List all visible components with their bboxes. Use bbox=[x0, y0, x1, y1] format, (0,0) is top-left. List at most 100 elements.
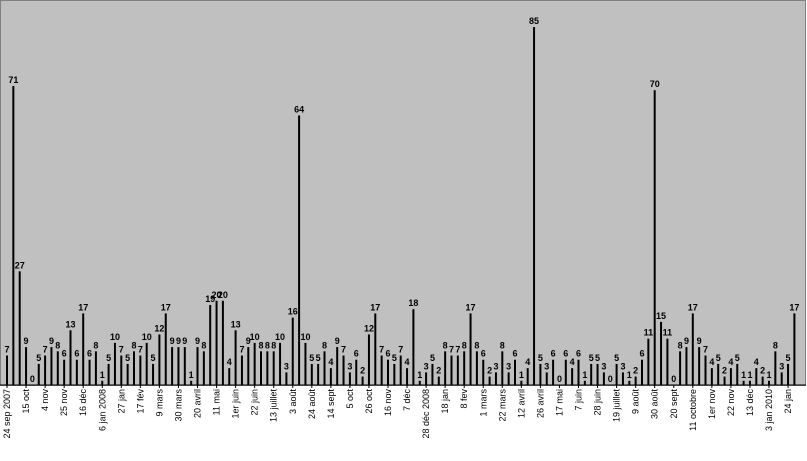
value-label: 6 bbox=[551, 349, 556, 359]
value-label: 6 bbox=[87, 349, 92, 359]
bar bbox=[190, 380, 193, 385]
value-label: 5 bbox=[735, 353, 740, 363]
bar bbox=[361, 376, 364, 385]
value-label: 1 bbox=[189, 370, 194, 380]
bar bbox=[18, 271, 21, 385]
x-tick-label: 27 jan bbox=[116, 389, 126, 414]
bar bbox=[450, 355, 453, 385]
bar bbox=[234, 330, 237, 385]
x-tick-label: 14 sept bbox=[326, 389, 336, 419]
x-tick-label: 28 juin bbox=[593, 389, 603, 416]
value-label: 12 bbox=[364, 323, 374, 333]
value-label: 1 bbox=[741, 370, 746, 380]
value-label: 3 bbox=[620, 361, 625, 371]
bar bbox=[406, 368, 409, 385]
bar bbox=[310, 363, 313, 385]
x-tick-label: 30 août bbox=[650, 389, 660, 420]
x-tick-label: 20 sept bbox=[669, 389, 679, 419]
value-label: 7 bbox=[43, 345, 48, 355]
value-label: 9 bbox=[246, 336, 251, 346]
value-label: 8 bbox=[462, 340, 467, 350]
bar bbox=[139, 355, 142, 385]
value-label: 0 bbox=[608, 374, 613, 384]
bar bbox=[475, 351, 478, 385]
x-tick-label: 5 oct bbox=[345, 389, 355, 409]
value-label: 9 bbox=[176, 336, 181, 346]
bar bbox=[552, 359, 555, 385]
x-tick-label: 3 août bbox=[288, 389, 298, 415]
value-label: 3 bbox=[544, 361, 549, 371]
value-label: 3 bbox=[506, 361, 511, 371]
x-tick-label: 13 juillet bbox=[269, 389, 279, 423]
value-label: 11 bbox=[663, 328, 673, 338]
value-label: 7 bbox=[455, 345, 460, 355]
value-label: 17 bbox=[78, 302, 88, 312]
bar bbox=[602, 372, 605, 385]
value-label: 8 bbox=[500, 340, 505, 350]
plot-area bbox=[0, 0, 806, 386]
bar bbox=[37, 363, 40, 385]
x-tick-label: 9 mars bbox=[154, 389, 164, 417]
bar bbox=[425, 372, 428, 385]
bar bbox=[317, 363, 320, 385]
value-label: 4 bbox=[405, 357, 410, 367]
value-label: 8 bbox=[265, 340, 270, 350]
value-label: 15 bbox=[656, 311, 666, 321]
value-label: 2 bbox=[633, 366, 638, 376]
bar bbox=[501, 351, 504, 385]
value-label: 5 bbox=[309, 353, 314, 363]
value-label: 18 bbox=[408, 298, 418, 308]
value-label: 3 bbox=[779, 361, 784, 371]
bar bbox=[228, 368, 231, 385]
bar bbox=[469, 313, 472, 385]
x-tick-label: 1er juin bbox=[231, 389, 241, 419]
bar bbox=[691, 313, 694, 385]
value-label: 5 bbox=[106, 353, 111, 363]
bar bbox=[685, 347, 688, 385]
x-tick-label: 22 juin bbox=[250, 389, 260, 416]
x-tick-label: 17 fév bbox=[135, 389, 145, 414]
bar bbox=[488, 376, 491, 385]
value-label: 17 bbox=[789, 302, 799, 312]
bar bbox=[120, 355, 123, 385]
bar bbox=[729, 368, 732, 385]
bar bbox=[590, 363, 593, 385]
value-label: 8 bbox=[474, 340, 479, 350]
bar bbox=[374, 313, 377, 385]
bar bbox=[253, 342, 256, 385]
bar bbox=[113, 342, 116, 385]
bar bbox=[679, 351, 682, 385]
value-label: 2 bbox=[487, 366, 492, 376]
value-label: 19 bbox=[205, 294, 215, 304]
bar bbox=[494, 372, 497, 385]
x-tick-label: 13 déc bbox=[745, 389, 755, 417]
bar bbox=[209, 304, 212, 385]
bar bbox=[666, 338, 669, 385]
bar bbox=[526, 368, 529, 385]
value-label: 3 bbox=[284, 361, 289, 371]
bar bbox=[152, 363, 155, 385]
bar bbox=[660, 321, 663, 385]
value-label: 7 bbox=[379, 345, 384, 355]
value-label: 9 bbox=[170, 336, 175, 346]
value-label: 6 bbox=[481, 349, 486, 359]
bar bbox=[336, 347, 339, 385]
bar bbox=[240, 355, 243, 385]
bar bbox=[323, 351, 326, 385]
bar bbox=[583, 380, 586, 385]
value-label: 7 bbox=[449, 345, 454, 355]
x-tick-label: 7 déc bbox=[402, 389, 412, 412]
value-label: 1 bbox=[766, 370, 771, 380]
bar bbox=[431, 363, 434, 385]
x-tick-label: 8 fev bbox=[459, 389, 469, 409]
bar bbox=[215, 300, 218, 385]
bar bbox=[6, 355, 8, 385]
x-tick-label: 20 avril bbox=[193, 389, 203, 418]
value-label: 9 bbox=[49, 336, 54, 346]
x-tick-label: 6 jan 2008 bbox=[97, 389, 107, 431]
value-label: 8 bbox=[55, 340, 60, 350]
bar bbox=[507, 372, 510, 385]
value-label: 10 bbox=[250, 332, 260, 342]
bar bbox=[285, 372, 288, 385]
bar bbox=[94, 351, 97, 385]
